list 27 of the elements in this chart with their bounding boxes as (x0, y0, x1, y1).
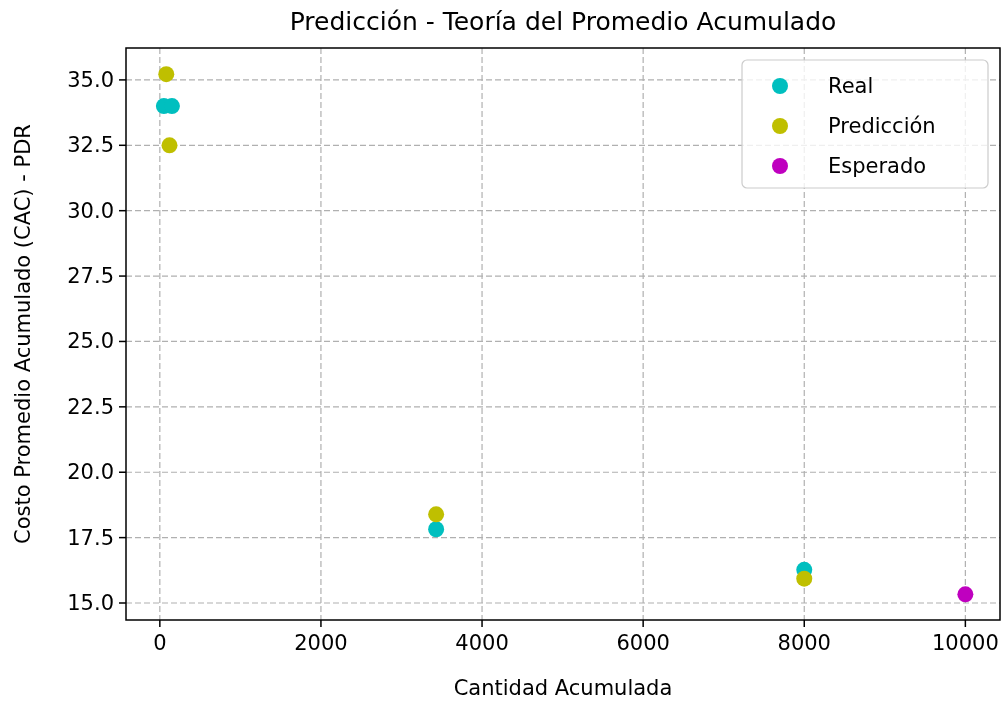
legend-label: Predicción (828, 114, 936, 138)
y-tick-label: 25.0 (67, 329, 114, 354)
point (161, 137, 178, 154)
x-tick-label: 10000 (931, 631, 999, 655)
point (428, 521, 445, 538)
y-tick-label: 27.5 (67, 264, 114, 289)
y-tick-label: 32.5 (67, 133, 114, 158)
y-tick-label: 35.0 (67, 67, 114, 92)
x-tick-label: 0 (153, 631, 167, 655)
x-axis-title: Cantidad Acumulada (453, 676, 673, 700)
x-tick-label: 6000 (616, 631, 670, 655)
y-tick-label: 22.5 (67, 394, 114, 419)
x-tick-label: 8000 (777, 631, 831, 655)
point (158, 66, 175, 83)
y-tick-label: 17.5 (67, 525, 114, 550)
point (957, 586, 974, 603)
x-tick-label: 2000 (294, 631, 348, 655)
y-tick-label: 15.0 (67, 591, 114, 615)
legend-label: Real (828, 74, 874, 98)
chart-title: Predicción - Teoría del Promedio Acumulado (289, 7, 837, 36)
point (796, 570, 813, 587)
point (428, 506, 445, 523)
y-tick-label: 20.0 (67, 460, 114, 485)
y-tick-label: 30.0 (67, 198, 114, 223)
legend-label: Esperado (828, 154, 927, 178)
x-tick-label: 4000 (455, 631, 509, 655)
y-axis-title: Costo Promedio Acumulado (CAC) - PDR (11, 124, 35, 544)
